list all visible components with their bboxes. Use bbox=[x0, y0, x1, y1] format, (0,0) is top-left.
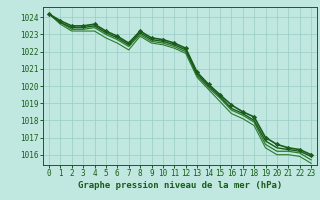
X-axis label: Graphe pression niveau de la mer (hPa): Graphe pression niveau de la mer (hPa) bbox=[78, 181, 282, 190]
